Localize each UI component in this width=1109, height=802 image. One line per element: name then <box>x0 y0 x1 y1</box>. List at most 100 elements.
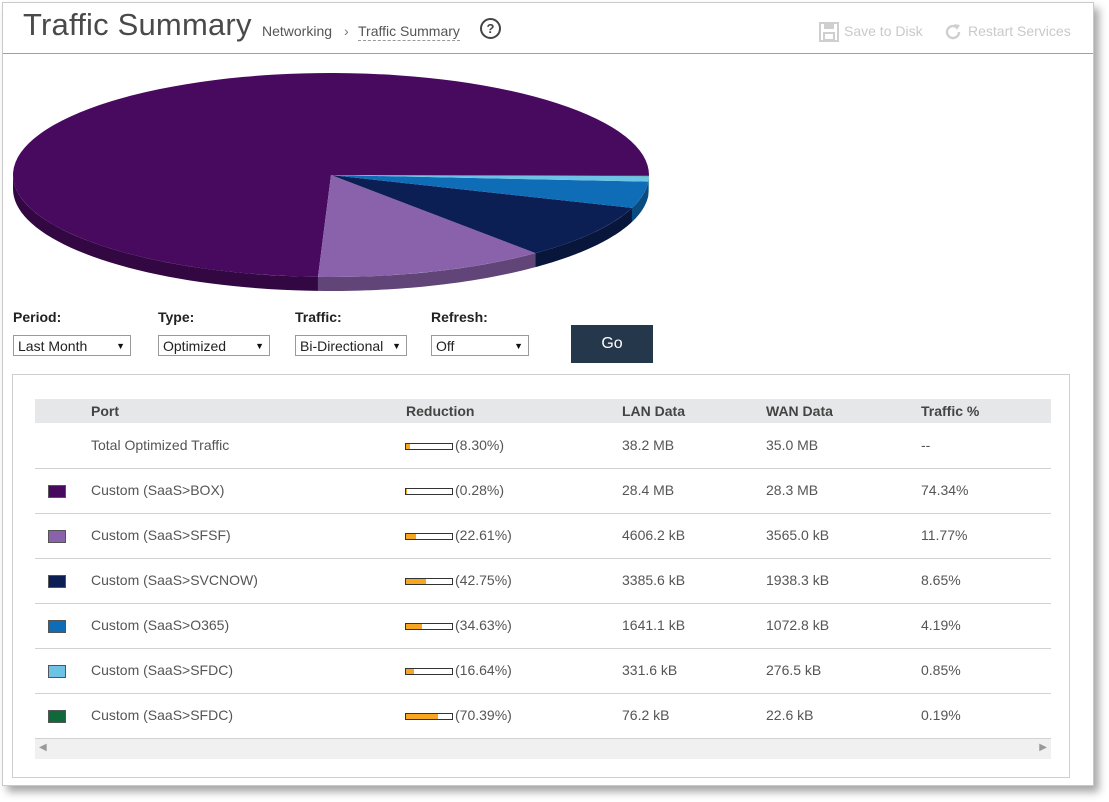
traffic-pct-cell: 0.85% <box>921 662 961 678</box>
port-cell: Custom (SaaS>O365) <box>91 617 230 633</box>
refresh-select[interactable]: Off ▼ <box>431 335 529 356</box>
table-row[interactable]: Total Optimized Traffic (8.30%) 38.2 MB 35.… <box>35 423 1051 469</box>
series-color-swatch <box>48 710 66 723</box>
table-row[interactable]: Custom (SaaS>SFSF) (22.61%) 4606.2 kB 3565.… <box>35 513 1051 559</box>
reduction-bar <box>405 623 453 630</box>
reduction-bar <box>405 713 453 720</box>
breadcrumb-separator: › <box>344 23 349 39</box>
column-header-wan-data[interactable]: WAN Data <box>766 403 833 419</box>
reduction-bar <box>405 668 453 675</box>
reduction-cell: (22.61%) <box>455 527 512 543</box>
column-header-traffic-pct[interactable]: Traffic % <box>921 403 980 419</box>
reduction-bar <box>405 578 453 585</box>
reduction-cell: (42.75%) <box>455 572 512 588</box>
traffic-table-panel: Port Reduction LAN Data WAN Data Traffic… <box>12 374 1070 778</box>
table-header: Port Reduction LAN Data WAN Data Traffic… <box>35 399 1051 423</box>
reduction-cell: (70.39%) <box>455 707 512 723</box>
reduction-cell: (0.28%) <box>455 482 505 498</box>
port-cell: Custom (SaaS>SFSF) <box>91 527 231 543</box>
pie-slice-side <box>13 175 318 291</box>
wan-data-cell: 22.6 kB <box>766 707 814 723</box>
pie-slice[interactable] <box>331 175 649 208</box>
pie-slice-side <box>631 181 649 222</box>
reduction-bar <box>405 443 453 450</box>
table-row[interactable]: Custom (SaaS>SFDC) (16.64%) 331.6 kB 276.5 … <box>35 648 1051 694</box>
reduction-bar <box>405 533 453 540</box>
save-to-disk-label: Save to Disk <box>844 23 923 39</box>
type-select[interactable]: Optimized ▼ <box>158 335 270 356</box>
series-color-swatch <box>48 575 66 588</box>
pie-slice-side <box>535 207 632 268</box>
refresh-label: Refresh: <box>431 309 488 325</box>
wan-data-cell: 35.0 MB <box>766 437 819 453</box>
pie-slice-side <box>648 176 649 196</box>
period-value: Last Month <box>18 338 88 354</box>
traffic-value: Bi-Directional <box>300 338 384 354</box>
wan-data-cell: 1938.3 kB <box>766 572 830 588</box>
pie-slice[interactable] <box>12 72 649 277</box>
reduction-bar <box>405 488 453 495</box>
pie-slice[interactable] <box>331 175 650 177</box>
help-icon[interactable]: ? <box>480 18 501 39</box>
port-cell: Custom (SaaS>SFDC) <box>91 662 233 678</box>
column-header-reduction[interactable]: Reduction <box>406 403 475 419</box>
type-value: Optimized <box>163 338 227 354</box>
restart-icon <box>945 24 961 40</box>
traffic-pct-cell: 8.65% <box>921 572 961 588</box>
pie-slice[interactable] <box>331 175 649 182</box>
reduction-bar-fill <box>406 444 410 449</box>
series-color-swatch <box>48 665 66 678</box>
period-label: Period: <box>13 309 62 325</box>
lan-data-cell: 331.6 kB <box>622 662 678 678</box>
pie-slice[interactable] <box>317 175 536 277</box>
refresh-value: Off <box>436 338 455 354</box>
wan-data-cell: 3565.0 kB <box>766 527 830 543</box>
reduction-cell: (34.63%) <box>455 617 512 633</box>
lan-data-cell: 3385.6 kB <box>622 572 686 588</box>
chevron-down-icon: ▼ <box>255 341 264 351</box>
lan-data-cell: 76.2 kB <box>622 707 670 723</box>
pie-slice-side <box>317 253 536 291</box>
type-label: Type: <box>158 309 195 325</box>
reduction-bar-fill <box>406 624 422 629</box>
wan-data-cell: 276.5 kB <box>766 662 822 678</box>
wan-data-cell: 1072.8 kB <box>766 617 830 633</box>
reduction-bar-fill <box>406 534 417 539</box>
traffic-select[interactable]: Bi-Directional ▼ <box>295 335 407 356</box>
table-row[interactable]: Custom (SaaS>SVCNOW) (42.75%) 3385.6 kB 193… <box>35 558 1051 604</box>
go-button[interactable]: Go <box>571 325 653 363</box>
app-window: Traffic Summary Networking › Traffic Sum… <box>2 2 1094 786</box>
period-select[interactable]: Last Month ▼ <box>13 335 131 356</box>
breadcrumb-networking[interactable]: Networking <box>262 23 333 39</box>
horizontal-scrollbar[interactable]: ◀ ▶ <box>35 739 1051 759</box>
chevron-down-icon: ▼ <box>514 341 523 351</box>
reduction-cell: (8.30%) <box>455 437 505 453</box>
breadcrumb-traffic-summary[interactable]: Traffic Summary <box>358 23 460 41</box>
pie-slice[interactable] <box>331 175 632 254</box>
traffic-pct-cell: -- <box>921 437 931 453</box>
pie-sides <box>13 175 649 291</box>
table-row[interactable]: Custom (SaaS>BOX) (0.28%) 28.4 MB 28.3 MB 74… <box>35 468 1051 514</box>
traffic-label: Traffic: <box>295 309 342 325</box>
chevron-down-icon: ▼ <box>116 341 125 351</box>
lan-data-cell: 1641.1 kB <box>622 617 686 633</box>
table-row[interactable]: Custom (SaaS>O365) (34.63%) 1641.1 kB 1072.… <box>35 603 1051 649</box>
reduction-bar-fill <box>406 579 426 584</box>
traffic-pct-cell: 4.19% <box>921 617 961 633</box>
column-header-lan-data[interactable]: LAN Data <box>622 403 686 419</box>
table-row[interactable]: Custom (SaaS>SFDC) (70.39%) 76.2 kB 22.6 kB… <box>35 693 1051 739</box>
lan-data-cell: 4606.2 kB <box>622 527 686 543</box>
traffic-pct-cell: 74.34% <box>921 482 969 498</box>
port-cell: Total Optimized Traffic <box>91 437 230 453</box>
scroll-left-icon[interactable]: ◀ <box>39 742 47 753</box>
series-color-swatch <box>48 530 66 543</box>
lan-data-cell: 38.2 MB <box>622 437 675 453</box>
reduction-bar-fill <box>406 669 414 674</box>
traffic-pct-cell: 0.19% <box>921 707 961 723</box>
wan-data-cell: 28.3 MB <box>766 482 819 498</box>
reduction-cell: (16.64%) <box>455 662 512 678</box>
page-header: Traffic Summary Networking › Traffic Sum… <box>3 3 1093 54</box>
scroll-right-icon[interactable]: ▶ <box>1039 742 1047 753</box>
page-title: Traffic Summary <box>23 7 252 42</box>
column-header-port[interactable]: Port <box>91 403 119 419</box>
